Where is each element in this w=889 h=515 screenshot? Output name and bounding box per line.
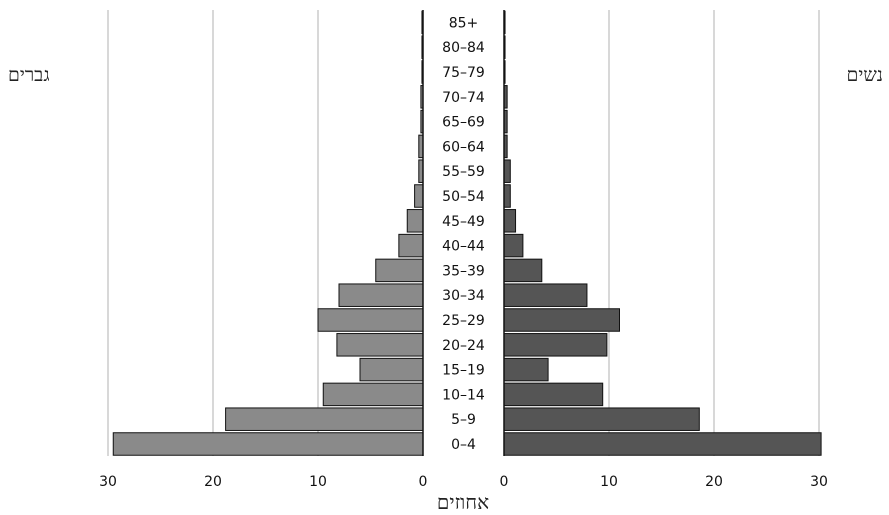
tick-label-right: 20 [705,474,723,490]
x-axis-label: אחוזים [436,490,490,514]
men-bar [336,333,424,357]
women-side-label: נשים [846,64,883,86]
age-group-label: 35–39 [442,263,485,279]
age-group-label: 80–84 [442,40,485,56]
men-bar [398,233,424,258]
women-bar [503,159,511,183]
women-bar [503,258,543,283]
age-group-label: 40–44 [442,239,485,255]
age-group-label: 20–24 [442,338,485,354]
men-bar [375,258,424,283]
tick-label-right: 10 [600,474,618,490]
age-group-label: 60–64 [442,139,485,155]
women-bar [503,333,608,357]
age-group-label: 85+ [449,15,479,31]
age-group-label: 15–19 [442,363,485,379]
tick-label-left: 30 [99,474,117,490]
women-bar [503,308,620,332]
women-bar [503,209,517,233]
tick-label-left: 20 [204,474,222,490]
tick-label-left: 10 [309,474,327,490]
age-group-label: 25–29 [442,313,485,329]
women-bar [503,382,604,407]
women-bar [503,283,588,307]
men-bar [322,382,424,407]
age-group-label: 30–34 [442,288,485,304]
men-side-label: גברים [8,64,50,86]
tick-label-left: 0 [419,474,428,490]
men-bar [225,407,424,431]
age-group-label: 45–49 [442,214,485,230]
men-bar [338,283,424,307]
age-group-label: 75–79 [442,65,485,81]
women-bar [503,357,549,382]
tick-label-right: 0 [500,474,509,490]
age-group-label: 55–59 [442,164,485,180]
women-bar [503,233,524,258]
men-bar [359,357,424,382]
tick-label-right: 30 [810,474,828,490]
age-group-label: 0–4 [451,437,476,453]
women-bar [503,184,511,208]
women-bar [503,407,700,431]
age-group-label: 70–74 [442,90,485,106]
age-group-label: 10–14 [442,387,485,403]
age-group-label: 5–9 [451,412,476,428]
men-bar [317,308,424,332]
age-group-label: 50–54 [442,189,485,205]
men-bar [406,209,424,233]
men-bar [414,184,424,208]
men-bar [112,432,424,456]
women-bar [503,432,822,456]
age-group-label: 65–69 [442,115,485,131]
